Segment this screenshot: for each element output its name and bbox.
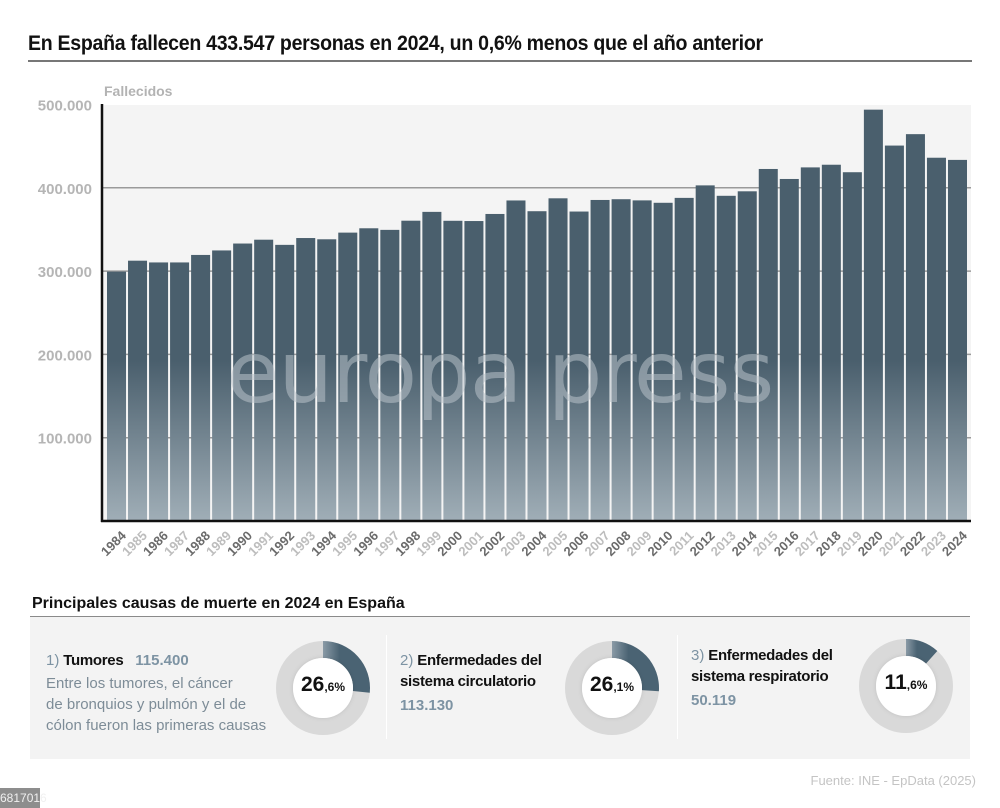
chart-title: En España fallecen 433.547 personas en 2… (28, 32, 763, 55)
bar-1996 (359, 228, 379, 521)
cause-rank: 1) (46, 652, 60, 669)
source-note: Fuente: INE - EpData (2025) (810, 773, 976, 788)
donut-circulatorio (565, 641, 660, 735)
cause-rank: 2) (400, 652, 414, 669)
bar-2024 (947, 159, 967, 521)
y-tick-labels: 100.000 200.000 300.000 400.000 500.000 (38, 98, 92, 448)
y-tick-label: 400.000 (38, 181, 92, 198)
percent-integer: 11 (884, 671, 907, 694)
cause-name-line: sistema respiratorio (691, 668, 829, 685)
bar-1997 (380, 229, 400, 521)
bar-2018 (821, 164, 841, 522)
percent-integer: 26 (300, 673, 325, 696)
cause-item-respiratorio: 3) Enfermedades del sistema respiratorio… (691, 645, 861, 711)
causes-panel (30, 617, 970, 759)
bar-2003 (506, 200, 526, 521)
bars (107, 109, 967, 522)
bar-1986 (149, 262, 169, 521)
cause-name-line: sistema circulatorio (400, 673, 536, 690)
bar-2017 (800, 167, 820, 521)
bar-1993 (296, 238, 316, 521)
image-id-tag: 6817016 (0, 788, 47, 808)
percent-decimal: ,6% (906, 678, 928, 692)
bar-2005 (548, 198, 568, 522)
bar-2020 (863, 109, 883, 521)
donut-center (293, 658, 353, 718)
bar-2002 (485, 213, 505, 521)
donut-percent-label: 26,1% (577, 673, 647, 697)
cause-item-circulatorio: 2) Enfermedades del sistema circulatorio… (400, 650, 570, 716)
cause-description-line: de bronquios y pulmón y el de (46, 696, 247, 713)
panel-divider (677, 635, 678, 739)
cause-count: 115.400 (135, 652, 189, 669)
bar-2023 (926, 157, 946, 522)
bar-2016 (779, 178, 799, 521)
bar-1985 (128, 260, 148, 521)
donut-tumores (276, 641, 370, 735)
donut-center (582, 658, 642, 718)
bar-2007 (590, 199, 610, 521)
bar-1994 (317, 239, 337, 521)
bar-2008 (611, 199, 631, 521)
bar-1987 (170, 262, 190, 521)
cause-count: 113.130 (400, 697, 454, 714)
bar-2022 (905, 134, 925, 521)
bar-2010 (653, 202, 673, 522)
bar-1990 (233, 243, 253, 521)
causes-section-rule (30, 616, 970, 617)
bar-2019 (842, 172, 862, 521)
bar-2004 (527, 211, 547, 521)
bar-1988 (191, 254, 211, 521)
bar-2021 (884, 145, 904, 521)
bar-2000 (443, 220, 463, 522)
y-tick-label: 100.000 (38, 431, 92, 448)
y-tick-label: 300.000 (38, 264, 92, 281)
bar-2006 (569, 211, 589, 522)
cause-name: Tumores (63, 652, 124, 669)
cause-description-line: cólon fueron las primeras causas (46, 717, 267, 734)
bar-2001 (464, 221, 484, 522)
donut-segment (906, 639, 938, 664)
bar-2015 (758, 168, 778, 521)
bar-1984 (107, 271, 127, 521)
y-tick-label: 200.000 (38, 347, 92, 364)
bar-1992 (275, 244, 295, 522)
bar-2009 (632, 200, 652, 521)
panel-divider (386, 635, 387, 739)
donut-percent-label: 11,6% (871, 671, 941, 695)
cause-count: 50.119 (691, 692, 737, 709)
cause-name-line: Enfermedades del (708, 647, 833, 664)
bar-1989 (212, 250, 232, 521)
donut-center (876, 656, 936, 716)
watermark: europa press (227, 323, 774, 423)
bar-2012 (695, 185, 715, 521)
donut-respiratorio (859, 639, 953, 733)
percent-decimal: ,1% (613, 680, 635, 694)
percent-integer: 26 (589, 673, 614, 696)
bar-2011 (674, 197, 694, 521)
bar-1995 (338, 232, 358, 521)
causes-section-title: Principales causas de muerte en 2024 en … (32, 595, 405, 612)
cause-item-tumores: 1) Tumores 115.400 Entre los tumores, el… (46, 650, 286, 736)
bar-2013 (716, 195, 736, 522)
bar-1998 (401, 220, 421, 521)
title-underline (28, 60, 972, 62)
donut-segment (612, 641, 660, 692)
bar-chart: europa press 100.000 200.000 300.000 400.00… (38, 98, 971, 559)
y-axis-label: Fallecidos (104, 83, 173, 99)
cause-description-line: Entre los tumores, el cáncer (46, 675, 233, 692)
bar-1999 (422, 211, 442, 521)
y-tick-label: 500.000 (38, 98, 92, 115)
cause-rank: 3) (691, 647, 705, 664)
bar-1991 (254, 239, 274, 521)
percent-decimal: ,6% (324, 680, 346, 694)
donut-segment (323, 641, 370, 693)
bar-2014 (737, 191, 757, 522)
donut-percent-label: 26,6% (288, 673, 358, 697)
cause-name-line: Enfermedades del (417, 652, 542, 669)
